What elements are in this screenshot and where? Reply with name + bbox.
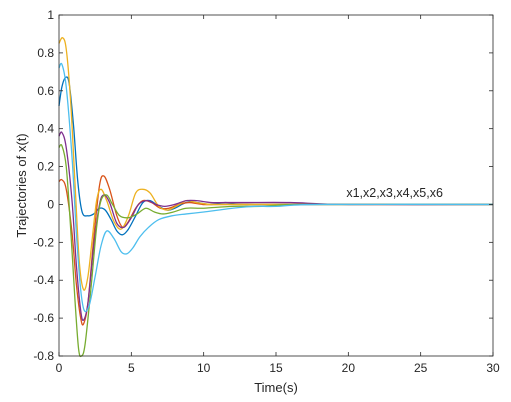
y-tick-label: 0.2 [37, 160, 54, 174]
y-axis-label: Trajectories of x(t) [14, 133, 29, 237]
y-tick-label: 0.8 [37, 46, 54, 60]
y-tick-label: 1 [47, 8, 54, 22]
y-tick-label: -0.8 [33, 349, 54, 363]
series-line-3 [58, 37, 493, 291]
x-tick-label: 30 [486, 361, 500, 375]
x-tick-label: 0 [56, 361, 63, 375]
y-tick-label: -0.2 [33, 235, 54, 249]
series-layer [58, 37, 494, 358]
series-annotation: x1,x2,x3,x4,x5,x6 [346, 186, 443, 200]
series-line-5 [58, 143, 494, 358]
series-line-4 [58, 131, 494, 321]
x-tick-label: 15 [269, 361, 283, 375]
y-tick-label: 0 [47, 197, 54, 211]
y-tick-label: 0.4 [37, 122, 54, 136]
x-tick-label: 25 [414, 361, 428, 375]
y-tick-label: -0.4 [33, 273, 54, 287]
y-tick-label: -0.6 [33, 311, 54, 325]
series-line-6 [58, 62, 494, 313]
x-tick-label: 10 [197, 361, 211, 375]
x-axis-label: Time(s) [254, 380, 298, 395]
x-tick-label: 5 [128, 361, 135, 375]
axes-layer: 0 5 10 15 20 25 30 -0.8 -0.6 -0.4 -0.2 0 0.2 0.4 0.6 0.… [33, 8, 500, 375]
x-tick-label: 20 [342, 361, 356, 375]
y-tick-label: 0.6 [37, 84, 54, 98]
series-line-2 [58, 175, 493, 326]
